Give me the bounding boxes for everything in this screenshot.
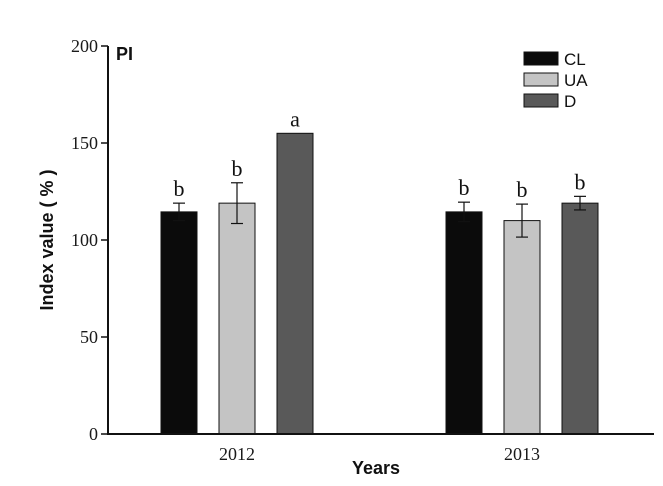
bars-layer: b b b b a b [160,106,599,435]
legend: CL UA D [523,50,588,111]
y-tick-label: 50 [80,327,98,347]
legend-swatch-UA [523,72,559,87]
significance-letter: b [575,169,586,194]
bar-CL-2013 [445,211,483,435]
bar-UA-2013 [503,220,541,435]
legend-label-UA: UA [564,71,588,90]
ticks-layer: 0 50 100 150 200 2012 2013 [71,36,540,464]
panel-label: PI [116,44,133,64]
bar-D-2012 [276,132,314,435]
y-tick-label: 100 [71,230,98,250]
y-tick-label: 200 [71,36,98,56]
legend-swatch-D [523,93,559,108]
x-tick-label: 2013 [504,444,540,464]
significance-letter: b [459,175,470,200]
x-tick-label: 2012 [219,444,255,464]
y-tick-label: 0 [89,424,98,444]
y-axis-title: Index value ( % ) [37,169,57,310]
y-tick-label: 150 [71,133,98,153]
legend-label-CL: CL [564,50,586,69]
significance-letter: b [232,156,243,181]
legend-swatch-CL [523,51,559,66]
significance-letter: b [517,177,528,202]
x-axis-title: Years [352,458,400,478]
bar-D-2013 [561,202,599,435]
bar-CL-2012 [160,211,198,435]
significance-letter: b [174,176,185,201]
bar-UA-2012 [218,202,256,435]
legend-label-D: D [564,92,576,111]
significance-letter: a [290,106,300,131]
